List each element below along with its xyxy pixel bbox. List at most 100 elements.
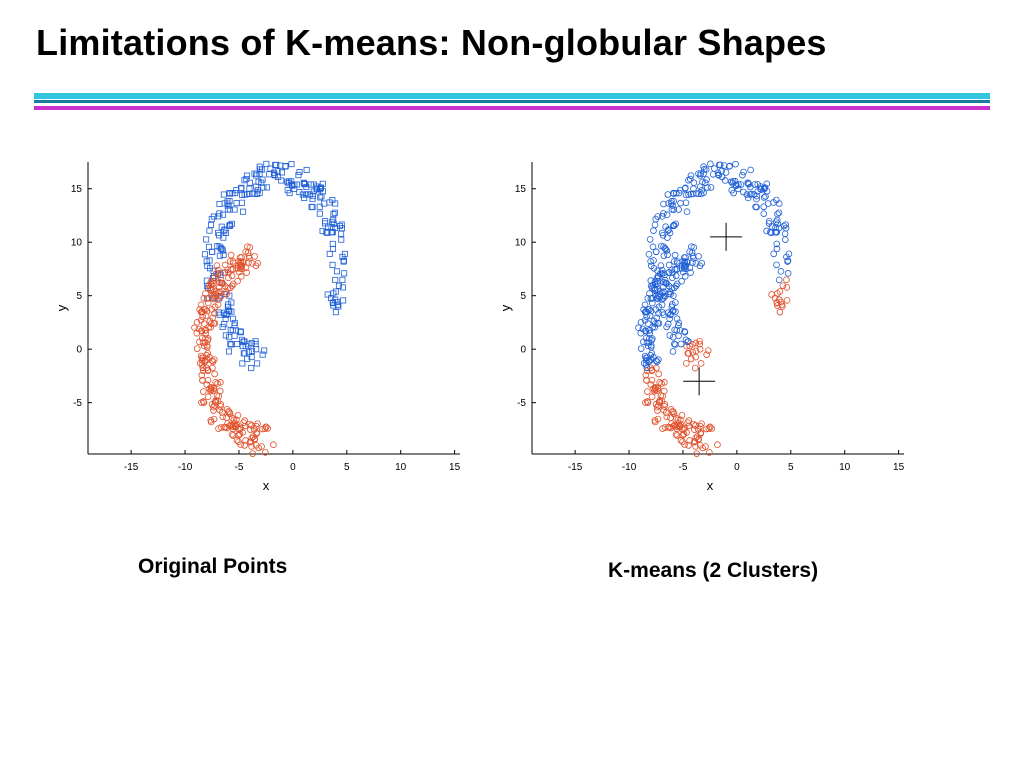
data-point-square <box>221 321 228 328</box>
data-point-circle <box>661 403 668 410</box>
data-point-circle <box>245 259 252 266</box>
data-point-square <box>286 178 293 185</box>
data-point-circle <box>783 276 790 284</box>
data-point-square <box>253 172 260 179</box>
data-point-circle <box>721 177 729 184</box>
data-point-circle <box>648 367 656 375</box>
data-point-circle <box>697 422 704 430</box>
data-point-circle <box>681 273 689 280</box>
data-point-square <box>248 365 255 372</box>
data-point-circle <box>664 191 672 198</box>
data-point-square <box>340 297 347 304</box>
data-point-square <box>248 340 255 347</box>
data-point-circle <box>236 261 244 269</box>
x-tick-label: -15 <box>568 462 583 473</box>
data-point-square <box>288 161 295 168</box>
data-point-circle <box>651 418 659 426</box>
data-point-circle <box>740 188 747 196</box>
data-point-circle <box>763 180 771 188</box>
data-point-circle <box>685 442 692 449</box>
y-tick-label: 10 <box>515 238 527 249</box>
data-point-circle <box>760 203 768 211</box>
data-point-circle <box>248 443 255 450</box>
data-point-circle <box>198 399 205 406</box>
axes: -15 -10 -5 0 5 10 15 -5 0 5 10 15 x y <box>54 162 461 493</box>
caption-kmeans-clusters: K-means (2 Clusters) <box>608 559 819 582</box>
data-point-circle <box>784 257 792 264</box>
data-point-circle <box>216 387 224 395</box>
data-point-square <box>206 227 213 234</box>
data-point-square <box>229 190 236 197</box>
data-point-circle <box>774 210 781 218</box>
data-point-square <box>285 180 292 187</box>
data-point-circle <box>663 413 671 421</box>
data-point-circle <box>652 385 659 392</box>
data-point-circle <box>237 258 244 265</box>
data-point-circle <box>760 210 768 217</box>
data-point-square <box>261 347 268 354</box>
data-point-circle <box>210 277 217 285</box>
data-point-circle <box>224 266 231 274</box>
data-point-circle <box>703 351 710 358</box>
data-point-circle <box>687 355 695 363</box>
data-point-circle <box>673 315 681 323</box>
data-point-square <box>330 216 337 223</box>
data-point-circle <box>695 170 702 177</box>
data-point-circle <box>224 285 232 292</box>
data-point-circle <box>747 166 754 174</box>
data-point-circle <box>682 265 689 273</box>
data-point-circle <box>644 342 652 350</box>
data-point-circle <box>669 274 676 282</box>
data-point-circle <box>771 294 779 302</box>
title-rule-magenta <box>34 106 990 110</box>
data-point-circle <box>747 183 754 191</box>
data-point-circle <box>226 408 233 416</box>
data-point-circle <box>675 319 683 327</box>
data-point-circle <box>692 443 699 450</box>
data-point-circle <box>679 258 686 265</box>
y-tick-label: -5 <box>73 398 82 409</box>
data-point-circle <box>199 339 207 347</box>
data-point-circle <box>677 340 685 348</box>
data-point-circle <box>236 254 244 261</box>
data-point-circle <box>658 229 666 237</box>
data-point-circle <box>217 379 224 386</box>
data-point-square <box>218 223 225 230</box>
data-point-circle <box>685 350 692 357</box>
axes: -15 -10 -5 0 5 10 15 -5 0 5 10 15 x y <box>498 162 905 493</box>
data-point-circle <box>245 252 253 260</box>
data-point-square <box>319 180 326 187</box>
data-point-circle <box>720 162 728 169</box>
data-point-circle <box>675 322 682 329</box>
data-point-square <box>256 170 263 177</box>
data-point-square <box>208 216 215 223</box>
data-point-square <box>271 172 278 179</box>
data-point-circle <box>682 191 690 199</box>
data-point-circle <box>233 416 240 424</box>
data-point-circle <box>223 424 231 432</box>
data-point-circle <box>671 251 679 259</box>
data-point-circle <box>646 312 654 319</box>
data-point-circle <box>765 217 773 225</box>
data-point-circle <box>208 385 215 392</box>
data-point-square <box>303 166 310 173</box>
data-point-circle <box>199 367 207 375</box>
data-point-circle <box>238 265 245 273</box>
data-point-circle <box>262 423 270 431</box>
data-point-circle <box>208 281 215 288</box>
data-point-circle <box>680 261 688 269</box>
y-tick-label: 0 <box>520 345 526 356</box>
data-point-square <box>296 189 303 196</box>
data-point-circle <box>692 422 699 429</box>
data-point-circle <box>235 258 242 265</box>
data-point-circle <box>654 356 662 363</box>
data-point-square <box>201 251 208 258</box>
data-point-circle <box>770 199 777 206</box>
data-point-circle <box>233 421 241 428</box>
data-point-square <box>303 191 310 198</box>
data-point-square <box>231 206 238 213</box>
data-point-circle <box>670 340 678 348</box>
data-point-circle <box>722 169 730 176</box>
data-point-circle <box>692 353 699 361</box>
data-point-square <box>216 200 223 207</box>
